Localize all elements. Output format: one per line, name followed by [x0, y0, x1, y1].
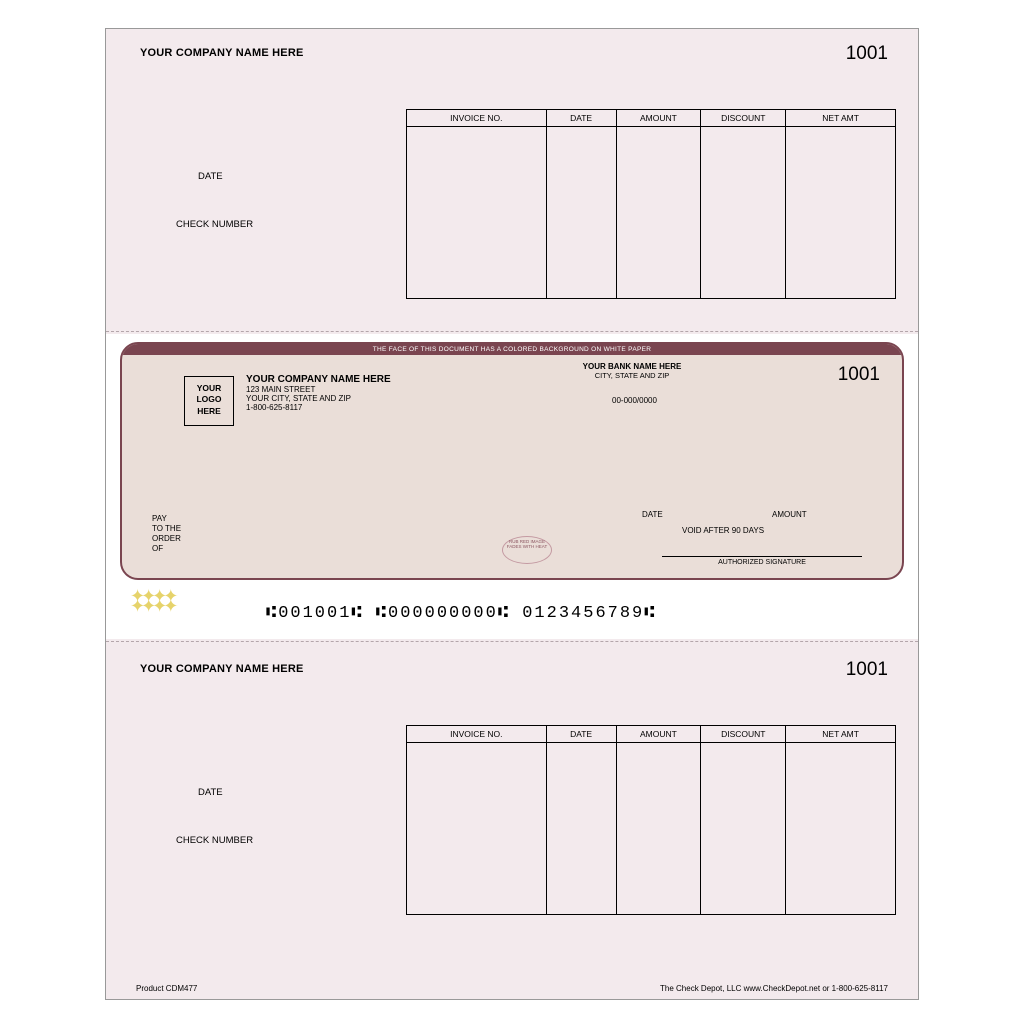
stub-checknum-label: CHECK NUMBER	[176, 219, 253, 230]
col-discount: DISCOUNT	[701, 726, 786, 743]
logo-placeholder: YOUR LOGO HERE	[184, 376, 234, 426]
company-city: YOUR CITY, STATE AND ZIP	[246, 394, 391, 403]
col-date: DATE	[546, 110, 616, 127]
col-date: DATE	[546, 726, 616, 743]
company-street: 123 MAIN STREET	[246, 385, 391, 394]
pay-to-order-label: PAY TO THE ORDER OF	[152, 514, 181, 554]
routing-fraction: 00-000/0000	[612, 396, 657, 405]
table-header-row: INVOICE NO. DATE AMOUNT DISCOUNT NET AMT	[407, 726, 896, 743]
stub-date-label: DATE	[198, 787, 223, 798]
check-amount-label: AMOUNT	[772, 510, 807, 519]
check-form-page: YOUR COMPANY NAME HERE 1001 DATE CHECK N…	[105, 28, 919, 1000]
perforation-line	[106, 331, 918, 332]
bank-name: YOUR BANK NAME HERE	[542, 362, 722, 371]
check-number: 1001	[838, 364, 880, 386]
table-body-row	[407, 127, 896, 299]
security-banner: THE FACE OF THIS DOCUMENT HAS A COLORED …	[122, 344, 902, 355]
invoice-table-bottom: INVOICE NO. DATE AMOUNT DISCOUNT NET AMT	[406, 725, 896, 915]
stub-date-label: DATE	[198, 171, 223, 182]
stub-company-name: YOUR COMPANY NAME HERE	[140, 47, 304, 59]
void-after-text: VOID AFTER 90 DAYS	[682, 526, 764, 535]
stub-check-number: 1001	[846, 43, 888, 65]
col-invoice: INVOICE NO.	[407, 110, 547, 127]
col-netamt: NET AMT	[786, 726, 896, 743]
table-body-row	[407, 743, 896, 915]
bank-info: YOUR BANK NAME HERE CITY, STATE AND ZIP	[542, 362, 722, 380]
col-invoice: INVOICE NO.	[407, 726, 547, 743]
table-header-row: INVOICE NO. DATE AMOUNT DISCOUNT NET AMT	[407, 110, 896, 127]
invoice-table-top: INVOICE NO. DATE AMOUNT DISCOUNT NET AMT	[406, 109, 896, 299]
vendor-info: The Check Depot, LLC www.CheckDepot.net …	[660, 984, 888, 993]
stub-checknum-label: CHECK NUMBER	[176, 835, 253, 846]
col-amount: AMOUNT	[616, 110, 701, 127]
check-section: THE FACE OF THIS DOCUMENT HAS A COLORED …	[106, 334, 918, 639]
product-code: Product CDM477	[136, 984, 197, 993]
check-date-label: DATE	[642, 510, 663, 519]
col-amount: AMOUNT	[616, 726, 701, 743]
stub-top: YOUR COMPANY NAME HERE 1001 DATE CHECK N…	[106, 29, 918, 329]
company-name: YOUR COMPANY NAME HERE	[246, 374, 391, 385]
stub-check-number: 1001	[846, 659, 888, 681]
stub-bottom: YOUR COMPANY NAME HERE 1001 DATE CHECK N…	[106, 645, 918, 965]
stub-company-name: YOUR COMPANY NAME HERE	[140, 663, 304, 675]
perforation-line	[106, 641, 918, 642]
micr-row: ⑆001001⑆ ⑆000000000⑆ 0123456789⑆	[106, 594, 918, 632]
company-phone: 1-800-625-8117	[246, 403, 391, 412]
company-info: YOUR COMPANY NAME HERE 123 MAIN STREET Y…	[246, 374, 391, 412]
micr-line: ⑆001001⑆ ⑆000000000⑆ 0123456789⑆	[266, 604, 656, 623]
col-netamt: NET AMT	[786, 110, 896, 127]
col-discount: DISCOUNT	[701, 110, 786, 127]
check-face: THE FACE OF THIS DOCUMENT HAS A COLORED …	[120, 342, 904, 580]
bank-city: CITY, STATE AND ZIP	[542, 371, 722, 380]
thermochromic-seal: RUB RED IMAGE FADES WITH HEAT	[502, 536, 552, 564]
footer: Product CDM477 The Check Depot, LLC www.…	[136, 984, 888, 993]
signature-line: AUTHORIZED SIGNATURE	[662, 556, 862, 566]
